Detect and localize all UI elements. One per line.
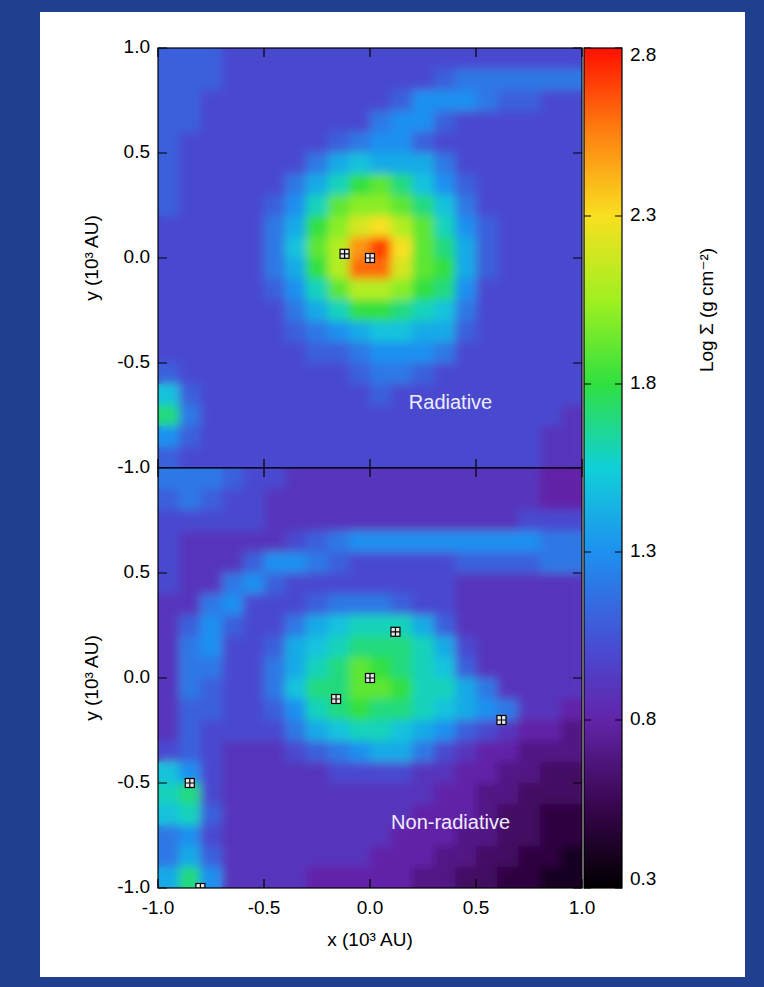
sink-cross	[391, 627, 400, 636]
x-tick	[157, 468, 158, 888]
y-tick-label: 1.0	[124, 36, 150, 57]
colorbar: 0.3 0.8 1.3 1.8 2.3 2.8 Log Σ (g cm⁻²)	[584, 44, 717, 889]
x-tick-label: -1.0	[142, 897, 175, 918]
sink-box	[366, 254, 375, 263]
sink-particle	[340, 249, 349, 258]
x-tick	[475, 48, 476, 468]
heatmap-cells	[158, 468, 582, 888]
y-tick-label: -1.0	[117, 456, 150, 477]
y-axis-title: y (10³ AU)	[81, 215, 102, 301]
x-tick	[581, 468, 582, 888]
colorbar-tick	[584, 719, 622, 720]
colorbar-tick	[584, 551, 622, 552]
y-tick-label: 0.0	[124, 666, 150, 687]
colorbar-tick-label: 0.3	[630, 868, 656, 889]
colorbar-tick-label: 2.3	[630, 204, 656, 225]
x-tick	[263, 48, 264, 468]
x-axis-title: x (10³ AU)	[327, 929, 413, 950]
figure: Radiative-1.0-0.50.00.51.0y (10³ AU)Non-…	[0, 0, 764, 987]
heatmap-smooth	[158, 48, 582, 468]
y-tick-label: -0.5	[117, 771, 150, 792]
y-tick	[158, 677, 582, 678]
sink-particle	[366, 674, 375, 683]
sink-box	[196, 884, 205, 889]
sink-cross	[497, 716, 506, 725]
colorbar-tick-label: 0.8	[630, 708, 656, 729]
x-tick-label: 0.5	[463, 897, 489, 918]
sink-cross	[196, 884, 205, 889]
y-tick	[158, 362, 582, 363]
plot-area	[158, 48, 582, 468]
sink-box	[391, 627, 400, 636]
colorbar-bar	[584, 48, 622, 888]
sink-particle	[391, 627, 400, 636]
x-tick	[263, 468, 264, 888]
colorbar-tick	[584, 383, 622, 384]
panel-annotation: Radiative	[409, 391, 492, 413]
y-tick	[158, 572, 582, 573]
sink-particle	[366, 254, 375, 263]
panel: Non-radiative -1.0 -0.5 0.0 0.5 -1.0 -0.5 0.0 0.…	[81, 468, 595, 950]
sink-cross	[366, 254, 375, 263]
sink-particles	[340, 249, 374, 262]
y-tick	[158, 152, 582, 153]
colorbar-tick-label: 2.8	[630, 44, 656, 65]
colorbar-tick-label: 1.3	[630, 540, 656, 561]
y-tick-label: -1.0	[117, 876, 150, 897]
sink-particles	[185, 627, 506, 888]
sink-particle	[196, 884, 205, 889]
sink-particle	[497, 716, 506, 725]
sink-box	[185, 779, 194, 788]
x-tick-label: -0.5	[248, 897, 281, 918]
y-tick-label: 0.0	[124, 246, 150, 267]
sink-box	[366, 674, 375, 683]
heatmap-cells	[158, 48, 582, 468]
x-tick	[157, 48, 158, 468]
y-tick-label: 0.5	[124, 141, 150, 162]
colorbar-tick-label: 1.8	[630, 372, 656, 393]
y-tick-label: -0.5	[117, 351, 150, 372]
sink-cross	[332, 695, 341, 704]
figure-background	[40, 12, 745, 977]
x-tick	[369, 48, 370, 468]
colorbar-tick	[584, 887, 622, 888]
x-tick	[475, 468, 476, 888]
plot-area	[158, 468, 582, 888]
colorbar-tick	[584, 215, 622, 216]
sink-box	[340, 249, 349, 258]
x-tick-label: 1.0	[569, 897, 595, 918]
x-tick	[369, 468, 370, 888]
sink-particle	[185, 779, 194, 788]
y-tick	[158, 782, 582, 783]
sink-particle	[332, 695, 341, 704]
y-tick-label: 0.5	[124, 561, 150, 582]
sink-cross	[366, 674, 375, 683]
x-tick-label: 0.0	[357, 897, 383, 918]
sink-cross	[340, 249, 349, 258]
plot-frame	[158, 48, 582, 468]
y-axis-title: y (10³ AU)	[81, 635, 102, 721]
panel-annotation: Non-radiative	[391, 811, 510, 833]
sink-box	[332, 695, 341, 704]
plot-frame	[158, 468, 582, 888]
sink-cross	[185, 779, 194, 788]
x-tick	[581, 48, 582, 468]
colorbar-tick	[584, 47, 622, 48]
heatmap-smooth	[158, 468, 582, 888]
sink-box	[497, 716, 506, 725]
panel: Radiative -1.0 -0.5 0.0 0.5 1.0 y (10³ AU)	[81, 36, 583, 477]
y-tick	[158, 257, 582, 258]
colorbar-title: Log Σ (g cm⁻²)	[696, 248, 717, 372]
